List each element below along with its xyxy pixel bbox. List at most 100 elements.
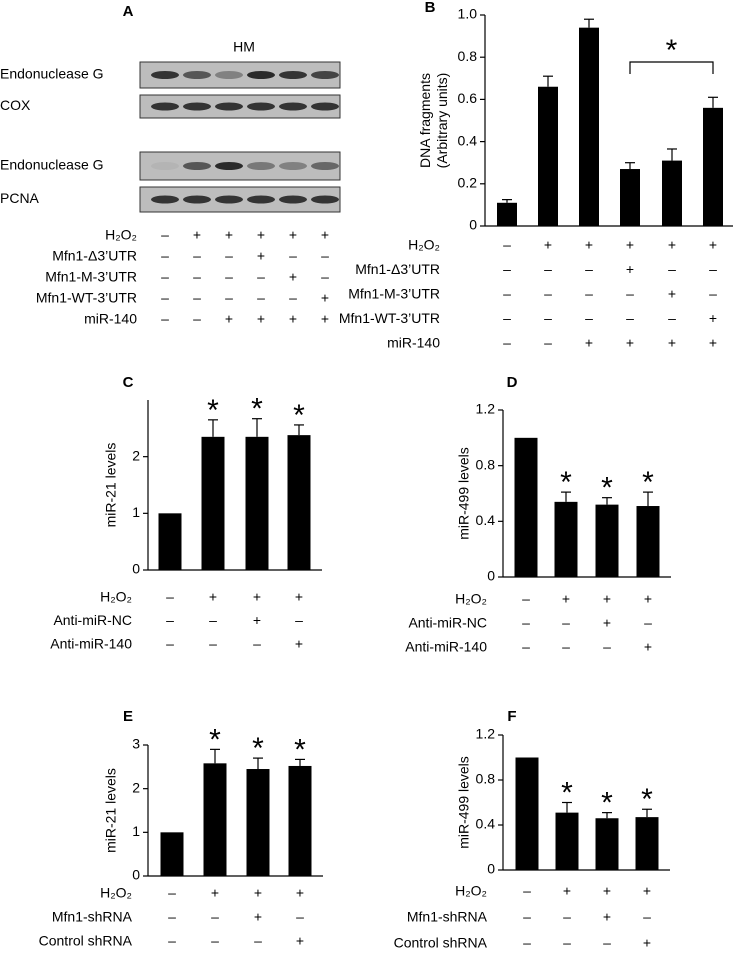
blot-band xyxy=(183,102,211,111)
y-tick-label: 2 xyxy=(132,447,140,463)
blot-band xyxy=(183,71,211,79)
blot-band xyxy=(183,195,211,204)
condition-name: Mfn1-WT-3’UTR xyxy=(36,290,137,306)
significance-mark: * xyxy=(601,472,613,505)
condition-sign: – xyxy=(209,612,217,628)
condition-sign: – xyxy=(585,286,593,302)
condition-sign: + xyxy=(253,612,261,628)
y-tick-label: 0 xyxy=(132,561,140,577)
condition-name: H₂O₂ xyxy=(455,883,487,899)
condition-sign: – xyxy=(257,290,265,306)
panel-label: F xyxy=(507,708,516,725)
y-axis-label: DNA fragments xyxy=(417,73,433,168)
blot-band xyxy=(247,71,275,79)
bar xyxy=(636,506,660,577)
y-tick-label: 1 xyxy=(132,823,140,839)
condition-sign: – xyxy=(254,933,262,949)
condition-sign: – xyxy=(289,248,297,264)
condition-sign: + xyxy=(289,311,297,327)
bar xyxy=(595,504,619,577)
condition-sign: + xyxy=(225,227,233,243)
error-bar xyxy=(252,418,262,437)
condition-name: Mfn1-shRNA xyxy=(407,909,488,925)
condition-sign: – xyxy=(166,636,174,652)
blot-band xyxy=(279,195,307,204)
significance-mark: * xyxy=(561,776,573,809)
error-bar xyxy=(294,424,304,436)
condition-sign: + xyxy=(289,269,297,285)
y-axis-label: miR-499 levels xyxy=(456,447,472,540)
bar xyxy=(635,817,659,870)
condition-name: H₂O₂ xyxy=(100,589,132,605)
condition-name: Mfn1-M-3’UTR xyxy=(45,269,137,285)
condition-sign: + xyxy=(321,290,329,306)
error-bar xyxy=(562,801,572,813)
bar xyxy=(538,86,558,227)
condition-sign: + xyxy=(321,227,329,243)
y-tick-label: 0 xyxy=(132,867,140,883)
condition-sign: – xyxy=(503,286,511,302)
condition-sign: – xyxy=(289,290,297,306)
condition-sign: – xyxy=(603,935,611,951)
y-tick-label: 0.6 xyxy=(458,90,478,106)
condition-sign: – xyxy=(563,935,571,951)
condition-sign: + xyxy=(643,883,651,899)
condition-sign: – xyxy=(585,310,593,326)
significance-mark: * xyxy=(641,783,653,816)
condition-sign: – xyxy=(544,261,552,277)
condition-sign: – xyxy=(168,909,176,925)
condition-sign: + xyxy=(562,591,570,607)
condition-sign: – xyxy=(225,290,233,306)
bar xyxy=(579,27,599,226)
y-tick-label: 0 xyxy=(469,217,477,233)
blot-group-title: HM xyxy=(233,39,255,55)
blot-row-label: Endonuclease G xyxy=(0,66,104,82)
condition-sign: + xyxy=(709,310,717,326)
bar xyxy=(662,160,682,226)
blot-band xyxy=(311,195,339,204)
condition-sign: + xyxy=(254,909,262,925)
y-tick-label: 0.8 xyxy=(458,48,478,64)
condition-sign: – xyxy=(709,261,717,277)
blot-band xyxy=(279,71,307,79)
blot-band xyxy=(151,102,179,111)
condition-sign: – xyxy=(668,261,676,277)
condition-name: H₂O₂ xyxy=(105,227,137,243)
condition-sign: – xyxy=(193,248,201,264)
condition-sign: + xyxy=(289,227,297,243)
condition-sign: – xyxy=(544,286,552,302)
condition-name: miR-140 xyxy=(387,335,440,351)
condition-sign: + xyxy=(585,335,593,351)
panel-label: C xyxy=(123,374,134,391)
condition-name: Mfn1-WT-3’UTR xyxy=(339,310,440,326)
condition-name: Mfn1-shRNA xyxy=(52,909,133,925)
condition-sign: – xyxy=(295,612,303,628)
blot-band xyxy=(215,195,243,204)
condition-sign: + xyxy=(585,237,593,253)
condition-sign: + xyxy=(295,589,303,605)
condition-name: H₂O₂ xyxy=(100,885,132,901)
blot-band xyxy=(247,102,275,111)
condition-sign: + xyxy=(296,933,304,949)
condition-sign: – xyxy=(209,636,217,652)
y-tick-label: 0.4 xyxy=(476,512,496,528)
significance-mark: * xyxy=(252,732,264,765)
condition-sign: – xyxy=(626,286,634,302)
error-bar xyxy=(502,199,512,203)
condition-sign: – xyxy=(211,933,219,949)
y-tick-label: 1.2 xyxy=(476,401,496,417)
condition-name: Anti-miR-140 xyxy=(405,639,487,655)
error-bar xyxy=(208,419,218,437)
blot-band xyxy=(151,71,179,79)
bar xyxy=(703,107,723,226)
panel-label: A xyxy=(123,3,134,20)
condition-name: Control shRNA xyxy=(394,935,488,951)
condition-sign: – xyxy=(544,335,552,351)
panel-label: E xyxy=(123,708,133,725)
significance-mark: * xyxy=(560,466,572,499)
bar xyxy=(620,169,640,226)
condition-sign: + xyxy=(626,237,634,253)
y-tick-label: 0.2 xyxy=(458,175,478,191)
